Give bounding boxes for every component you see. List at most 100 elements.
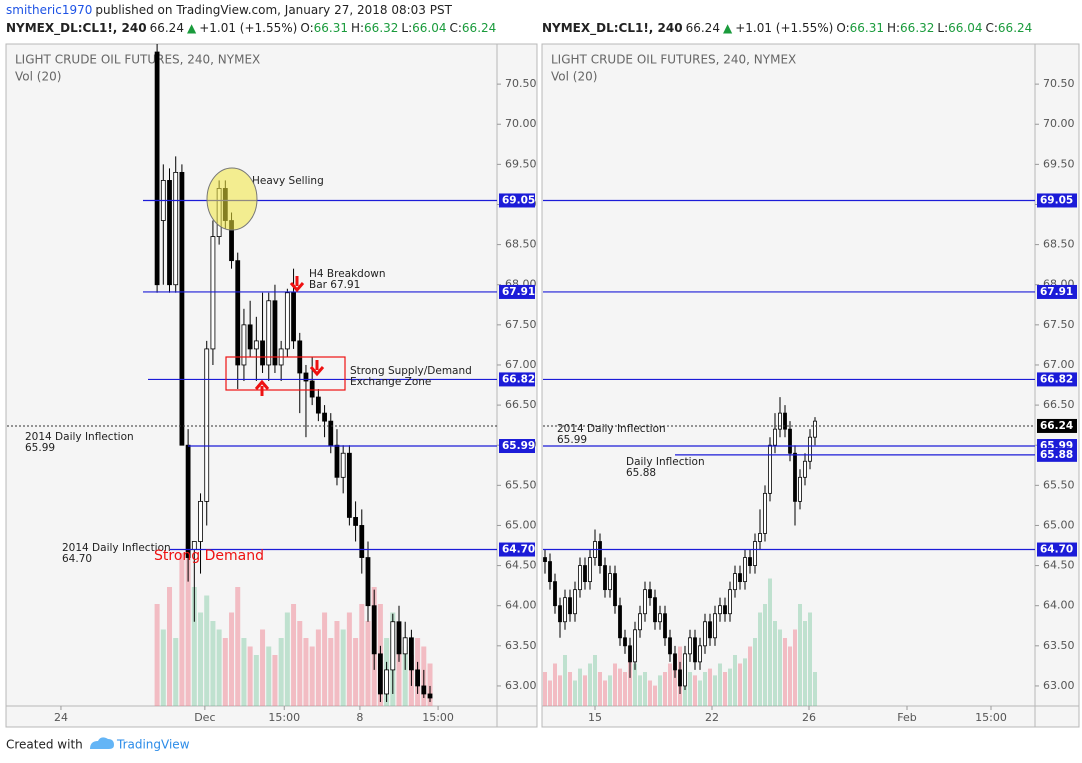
y-tick-label: 67.00 xyxy=(1043,358,1075,371)
quote-line: NYMEX_DL:CL1!, 240 66.24 ▲ +1.01 (+1.55%) O:… xyxy=(6,21,499,35)
candle-body xyxy=(377,653,383,695)
volume-bar xyxy=(247,646,253,706)
candle-body xyxy=(673,653,677,671)
volume-bar xyxy=(698,680,702,706)
level-label: 66.82 xyxy=(1040,373,1073,385)
x-tick-label: 22 xyxy=(705,711,719,724)
annotation: 65.99 xyxy=(25,442,55,454)
volume-bar xyxy=(543,672,547,706)
level-label-box xyxy=(1037,193,1077,208)
volume-bar xyxy=(713,675,717,706)
ohlc-value: 66.24 xyxy=(997,21,1033,35)
highlight-ellipse xyxy=(206,167,258,231)
y-tick-label: 70.50 xyxy=(1043,77,1075,90)
volume-bar xyxy=(578,668,582,706)
y-tick-label: 64.00 xyxy=(505,599,537,612)
volume-bar xyxy=(733,655,737,706)
chart-title: LIGHT CRUDE OIL FUTURES, 240, NYMEX xyxy=(15,53,260,67)
ohlc-label: L: xyxy=(937,21,949,35)
annotation: Daily Inflection xyxy=(626,456,705,468)
volume-bar xyxy=(628,655,632,706)
y-tick-label: 67.50 xyxy=(505,318,537,331)
candle-body xyxy=(334,444,340,478)
volume-bar xyxy=(763,604,767,706)
volume-bar xyxy=(365,621,371,706)
candle-body xyxy=(235,260,241,366)
candle-body xyxy=(309,380,315,398)
footer-created: Created with xyxy=(6,738,83,752)
level-label: 67.91 xyxy=(502,286,535,298)
volume-bar xyxy=(593,655,597,706)
volume-bar xyxy=(583,675,587,706)
y-tick-label: 66.50 xyxy=(505,398,537,411)
volume-bar xyxy=(663,672,667,706)
candle-body xyxy=(703,621,707,647)
footer-brand[interactable]: TradingView xyxy=(116,738,190,752)
volume-bar xyxy=(568,672,572,706)
candle-body xyxy=(618,605,622,639)
volume-bar xyxy=(608,675,612,706)
annotation: 64.70 xyxy=(62,553,92,565)
volume-bar xyxy=(396,629,402,706)
volume-bar xyxy=(278,638,284,706)
volume-bar xyxy=(618,668,622,706)
candle-body xyxy=(773,428,777,446)
overlay-shapes xyxy=(206,167,346,396)
candle-body xyxy=(371,605,377,655)
volume-label: Vol (20) xyxy=(551,70,597,84)
change-arrow: ▲ xyxy=(722,21,733,35)
volume-bar xyxy=(260,629,266,706)
volume-bar xyxy=(340,629,346,706)
volume-bar xyxy=(297,621,303,706)
candle-body xyxy=(167,180,172,286)
candle-body xyxy=(768,444,772,494)
volume-bar xyxy=(653,685,657,706)
volume-bar xyxy=(648,680,652,706)
last-price: 66.24 xyxy=(685,21,720,35)
volume-bar xyxy=(758,612,762,706)
last-price: 66.24 xyxy=(149,21,184,35)
level-label-box xyxy=(1037,284,1077,299)
change: +1.01 (+1.55%) xyxy=(199,21,298,35)
annotation: Exchange Zone xyxy=(350,376,431,388)
change-arrow: ▲ xyxy=(186,21,197,35)
volume-bar xyxy=(688,672,692,706)
candle-body xyxy=(783,412,787,430)
volume-bar xyxy=(573,680,577,706)
y-tick-label: 65.00 xyxy=(505,518,537,531)
ohlc-value: 66.32 xyxy=(900,21,935,35)
candle-body xyxy=(763,492,767,534)
zone-box xyxy=(225,356,346,391)
candle-body xyxy=(241,324,247,366)
level-label-box xyxy=(499,542,535,557)
volume-bar xyxy=(222,638,228,706)
author-link[interactable]: smitheric1970 xyxy=(6,3,93,17)
chart-title: LIGHT CRUDE OIL FUTURES, 240, NYMEX xyxy=(551,53,796,67)
current-price-label: 66.24 xyxy=(1040,420,1073,432)
candle-body xyxy=(778,412,782,430)
candle-body xyxy=(793,452,797,502)
volume-bar xyxy=(598,672,602,706)
volume-bar xyxy=(303,638,309,706)
candle-body xyxy=(198,500,203,542)
candle-body xyxy=(384,669,389,695)
volume-bar xyxy=(668,663,672,706)
candle-body xyxy=(808,436,812,462)
current-price-box xyxy=(1037,418,1077,433)
candle-body xyxy=(415,669,421,687)
annotation: Bar 67.91 xyxy=(309,279,360,291)
volume-bar xyxy=(154,604,160,706)
candle-body xyxy=(291,292,296,342)
x-tick-label: 15:00 xyxy=(975,711,1007,724)
candle-body xyxy=(284,292,290,350)
volume-bar xyxy=(266,646,272,706)
candle-body xyxy=(653,597,657,623)
volume-bar xyxy=(773,621,777,706)
candle-body xyxy=(340,452,346,478)
candle-body xyxy=(738,573,742,583)
candle-body xyxy=(568,597,572,615)
volume-bar xyxy=(185,544,191,706)
y-tick-label: 63.00 xyxy=(1043,679,1075,692)
ohlc-label: C: xyxy=(449,21,462,35)
volume-bar xyxy=(643,672,647,706)
